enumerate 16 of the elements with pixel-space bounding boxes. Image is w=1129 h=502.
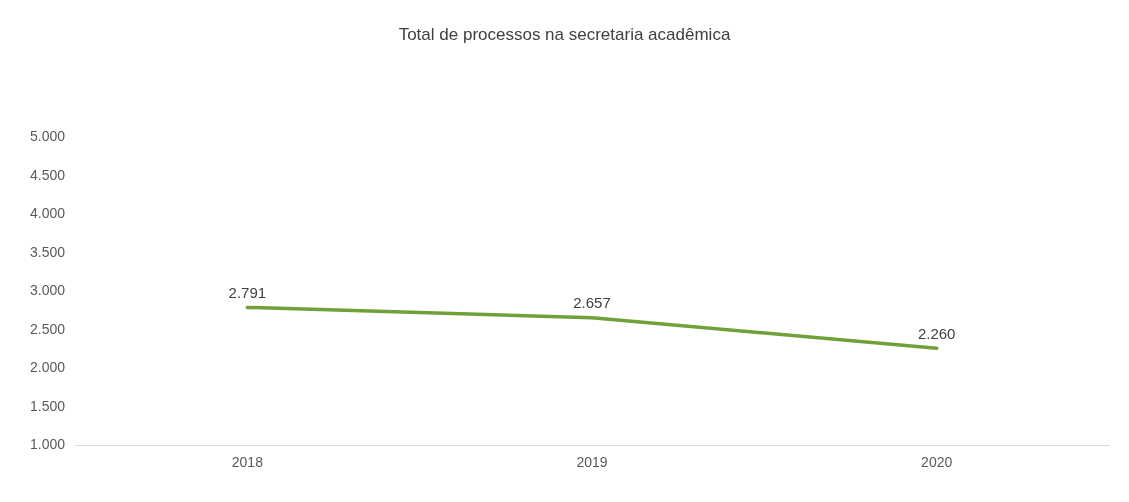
y-tick-label: 3.500: [29, 243, 66, 260]
y-tick-label: 2.000: [29, 359, 66, 376]
chart-title: Total de processos na secretaria acadêmica: [398, 24, 731, 44]
y-tick-label: 4.500: [29, 166, 66, 183]
y-tick-label: 3.000: [29, 282, 66, 299]
data-label: 2.657: [573, 294, 611, 312]
x-tick-label: 2020: [921, 454, 953, 471]
data-label: 2.791: [228, 284, 267, 302]
y-tick-label: 1.500: [29, 397, 66, 414]
x-tick-label: 2018: [231, 454, 264, 471]
data-label: 2.260: [917, 324, 956, 342]
x-tick-label: 2019: [576, 454, 608, 471]
y-tick-label: 1.000: [29, 436, 66, 453]
y-tick-label: 4.000: [29, 205, 66, 222]
y-tick-label: 5.000: [29, 128, 66, 145]
y-tick-label: 2.500: [29, 320, 66, 337]
